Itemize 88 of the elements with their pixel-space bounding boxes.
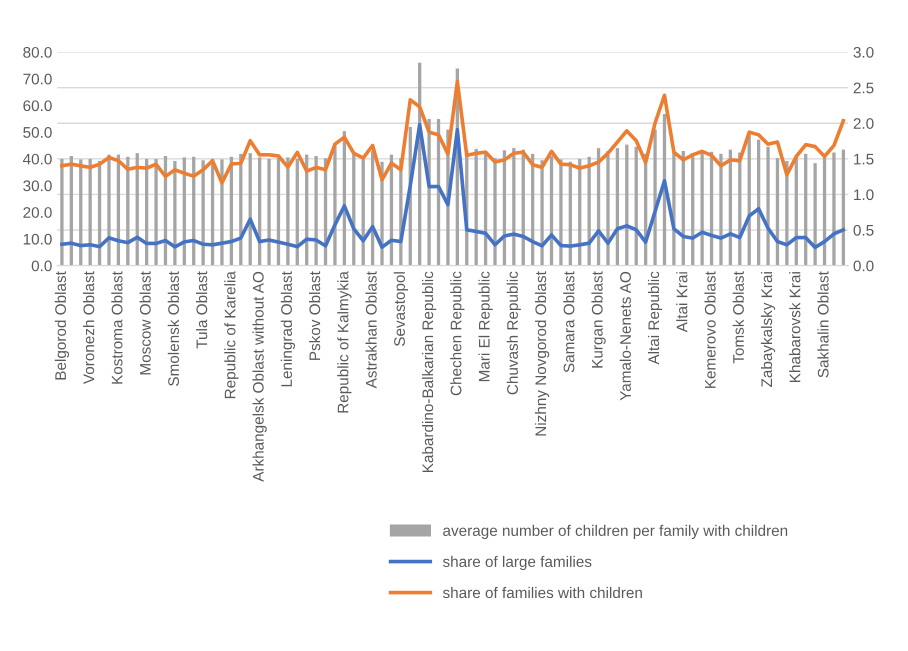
x-tick-label: Chuvash Republic (506, 272, 521, 394)
bar (296, 158, 299, 266)
y-tick-label: 80.0 (23, 46, 52, 58)
bar (79, 160, 82, 266)
x-tick-label: Sakhalin Oblast (817, 271, 829, 378)
bar (70, 156, 73, 266)
y-tick-label: 60.0 (23, 100, 52, 112)
line-series (60, 80, 846, 185)
bar (682, 151, 685, 266)
bar (691, 153, 694, 266)
bar (522, 150, 525, 266)
bar (173, 160, 177, 266)
bar (474, 148, 478, 266)
y-tick-label: 40.0 (22, 154, 52, 165)
x-tick-label: Voronezh Oblast (83, 271, 94, 384)
bar (813, 163, 817, 266)
x-tick-label: Belgorod Oblast (54, 271, 70, 380)
x-tick-label: Tula Oblast (196, 271, 208, 348)
bar (531, 154, 534, 266)
bar (568, 162, 572, 266)
bar (286, 157, 290, 266)
x-tick-label: Nizhny Novgorod Oblast (534, 271, 550, 436)
x-tick-label: Chechen Republic (450, 272, 464, 396)
x-tick-label: Khabarovsk Krai (789, 272, 800, 382)
x-tick-label: Kurgan Oblast (591, 271, 606, 368)
bar (512, 148, 516, 266)
y2-tick-label: 2.5 (854, 82, 874, 94)
x-tick-label: Zabaykalsky Krai (760, 272, 776, 387)
x-tick-label: Kemerovo Oblast (704, 271, 716, 388)
x-tick-label: Mari El Republic (478, 272, 493, 382)
bar (305, 154, 308, 266)
bar (700, 153, 704, 266)
y-tick-label: 50.0 (23, 127, 52, 138)
x-tick-label: Leningrad Oblast (280, 271, 295, 386)
legend-label: share of large families (442, 556, 592, 570)
x-tick-label: Smolensk Oblast (168, 271, 179, 386)
x-tick-label: Altai Krai (676, 272, 688, 332)
x-tick-label: Kostroma Oblast (111, 271, 123, 384)
x-tick-label: Pskov Oblast (309, 271, 320, 360)
bar (625, 144, 628, 266)
bar (145, 158, 148, 266)
bar (794, 156, 798, 266)
bar (136, 153, 139, 266)
legend-label: average number of children per family with children (443, 524, 788, 540)
bar (192, 156, 196, 266)
y-tick-label: 70.0 (23, 74, 52, 84)
x-tick-label: Arkhangelsk Oblast without AO (252, 272, 267, 482)
y-tick-label: 30.0 (23, 180, 52, 192)
x-tick-label: Sevastopol (394, 272, 408, 346)
y2-tick-label: 0.0 (854, 260, 874, 272)
bar (230, 156, 234, 266)
bar (804, 154, 808, 266)
bar (578, 158, 582, 266)
bar (352, 152, 356, 266)
x-tick-label: Yamalo-Nenets AO (620, 272, 631, 400)
line-series (60, 122, 846, 250)
bar (314, 156, 318, 266)
bar (756, 140, 760, 266)
bar (258, 157, 262, 266)
bar (842, 150, 846, 266)
y2-tick-label: 0.5 (854, 224, 874, 236)
bar (748, 134, 751, 266)
bar (370, 151, 374, 266)
y-tick-label: 10.0 (24, 234, 52, 245)
bar (126, 156, 130, 266)
y-tick-label: 20.0 (23, 207, 52, 218)
x-tick-label: Astrakhan Oblast (365, 271, 377, 388)
bar (88, 158, 92, 266)
y2-tick-label: 1.0 (854, 189, 874, 200)
bar (248, 153, 252, 266)
bar (634, 146, 638, 266)
bar (362, 160, 365, 266)
x-tick-label: Altai Republic (648, 272, 662, 365)
x-tick-label: Republic of Kalmykia (337, 271, 352, 413)
x-tick-label: Tomsk Oblast (732, 271, 744, 364)
y-tick-label: 0.0 (32, 260, 52, 272)
y2-tick-label: 2.0 (854, 118, 874, 129)
x-tick-label: Samara Oblast (563, 271, 574, 372)
legend-label: share of families with children (442, 586, 642, 598)
bar (182, 157, 186, 266)
bar (201, 160, 205, 266)
x-tick-label: Republic of Karelia (224, 271, 239, 398)
bar (588, 156, 591, 266)
y2-tick-label: 1.5 (854, 154, 874, 165)
x-tick-label: Moscow Oblast (140, 271, 151, 374)
y2-tick-label: 3.0 (854, 46, 874, 58)
x-tick-label: Kabardino-Balkarian Republic (422, 272, 436, 472)
bar (728, 150, 732, 266)
